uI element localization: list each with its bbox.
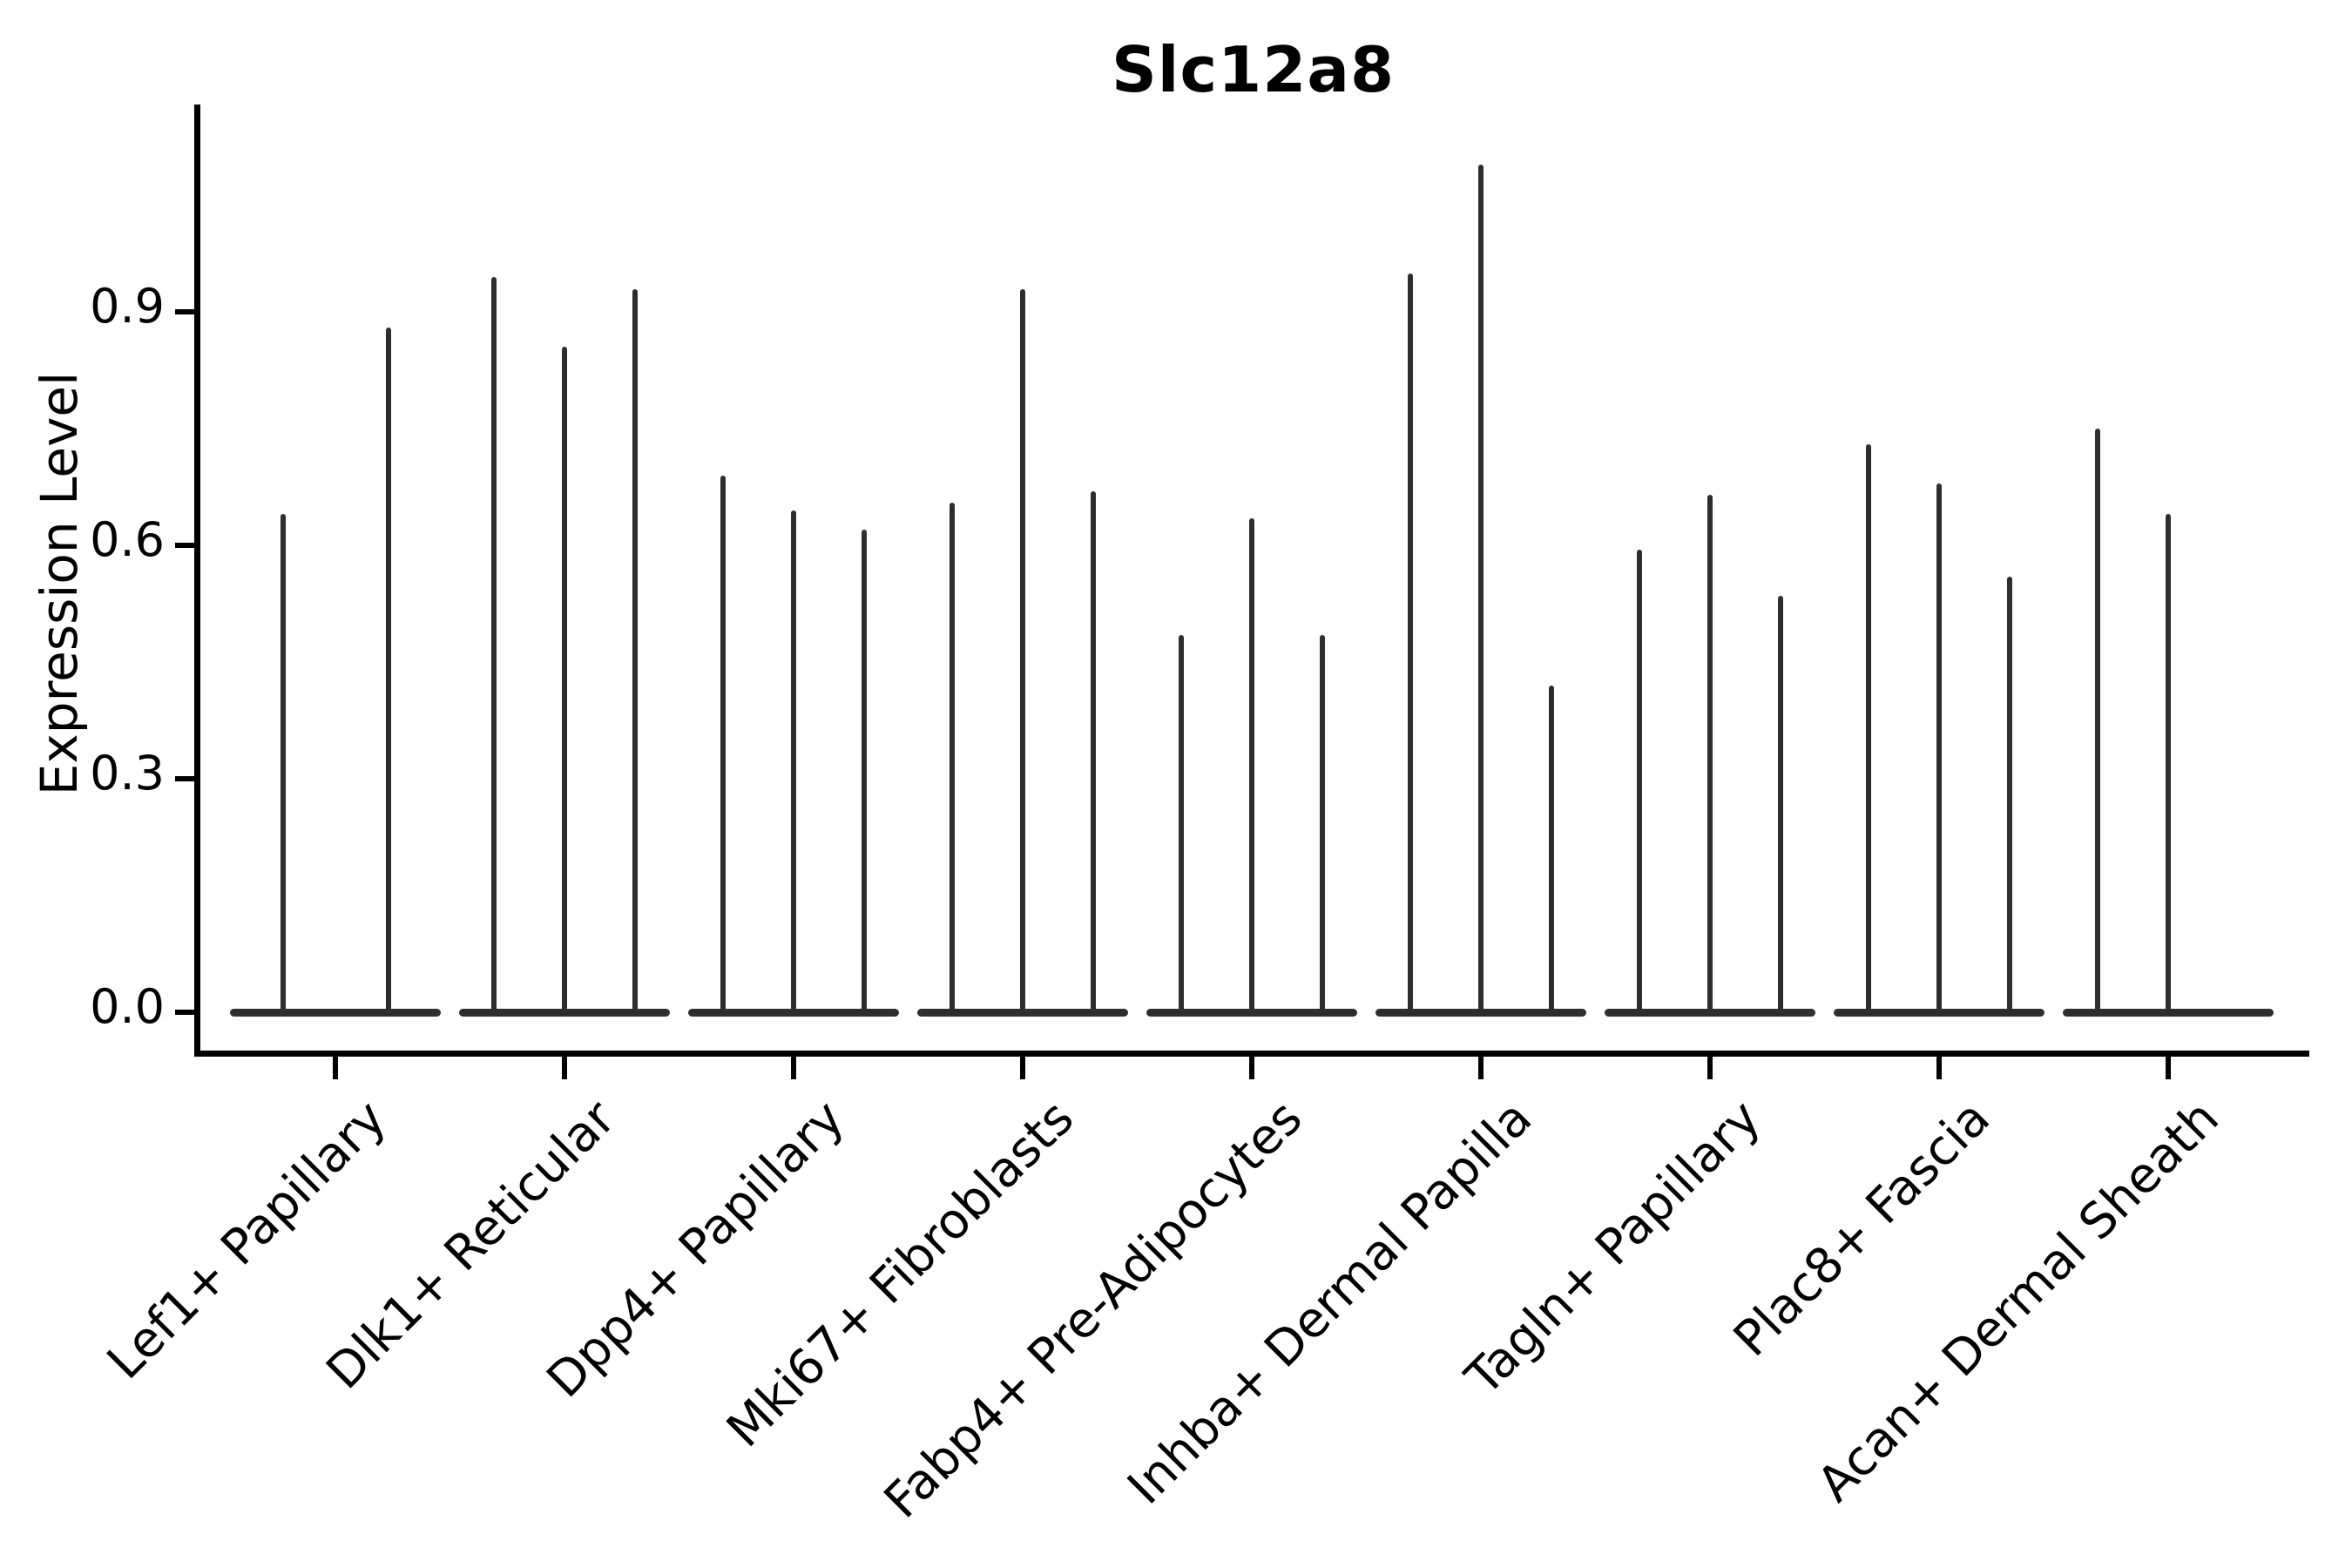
violin-spike <box>1090 490 1096 1015</box>
violin-spike <box>562 347 567 1015</box>
violin-spike <box>1866 444 1872 1015</box>
violin-spike <box>1777 596 1783 1015</box>
x-tick-label: Fabp4+ Pre-Adipocytes <box>874 1089 1314 1530</box>
violin-spike <box>1179 634 1185 1015</box>
y-tick <box>174 776 194 782</box>
violin-base <box>230 1008 441 1017</box>
x-tick <box>333 1056 338 1079</box>
y-tick <box>174 309 194 315</box>
violin-spike <box>385 328 391 1015</box>
violin-spike <box>280 514 286 1015</box>
violin-spike <box>1548 685 1554 1015</box>
x-tick-label: Inhba+ Dermal Papilla <box>1117 1089 1543 1516</box>
y-tick-label: 0.6 <box>90 512 165 568</box>
x-tick <box>1707 1056 1713 1079</box>
y-tick-label: 0.0 <box>90 979 165 1034</box>
violin-spike <box>791 510 796 1015</box>
violin-spike <box>950 503 956 1015</box>
x-tick <box>791 1056 796 1079</box>
violin-spike <box>861 530 867 1015</box>
y-tick-label: 0.9 <box>90 279 165 335</box>
violin-spike <box>1408 273 1414 1015</box>
x-tick <box>562 1056 567 1079</box>
y-tick <box>174 543 194 549</box>
violin-spike <box>1319 634 1325 1015</box>
violin-spike <box>1249 517 1254 1015</box>
x-tick <box>2166 1056 2171 1079</box>
violin-spike <box>2095 429 2101 1015</box>
violin-spike <box>1936 483 1942 1015</box>
violin-spike <box>2006 576 2012 1015</box>
y-tick-label: 0.3 <box>90 746 165 801</box>
y-tick <box>174 1010 194 1015</box>
x-axis-line <box>193 1050 2309 1057</box>
violin-spike <box>632 288 638 1015</box>
x-tick <box>1020 1056 1025 1079</box>
x-tick <box>1478 1056 1484 1079</box>
violin-spike <box>1020 288 1025 1015</box>
violin-spike <box>1478 164 1484 1015</box>
violin-spike <box>1637 549 1643 1015</box>
x-tick-label: Acan+ Dermal Sheath <box>1807 1089 2230 1513</box>
violin-spike <box>720 475 727 1015</box>
y-axis-line <box>193 105 200 1057</box>
violin-spike <box>1707 495 1713 1015</box>
x-tick <box>1249 1056 1254 1079</box>
x-tick <box>1936 1056 1942 1079</box>
chart-title: Slc12a8 <box>1111 33 1396 106</box>
violin-spike <box>491 277 497 1015</box>
violin-spike <box>2166 514 2171 1015</box>
